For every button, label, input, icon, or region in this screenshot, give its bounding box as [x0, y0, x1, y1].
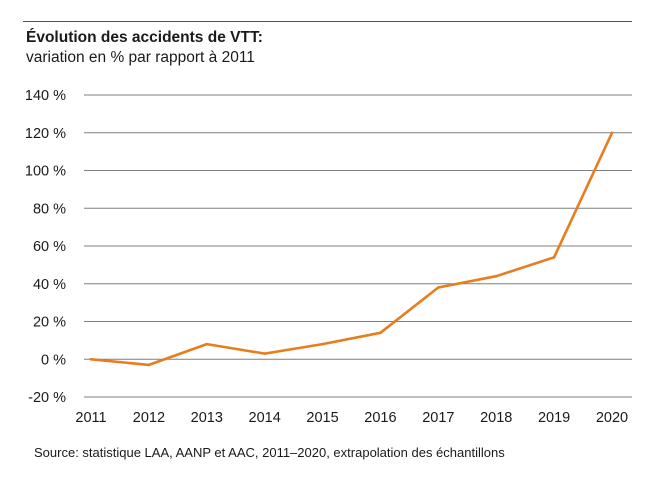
x-axis-ticks: 2011 2012 2013 2014 2015 2016 2017 2018 2019 2020 [75, 410, 628, 426]
chart-subtitle: variation en % par rapport à 2011 [26, 49, 255, 66]
y-tick-label: 80 % [33, 201, 66, 217]
data-point [263, 352, 266, 355]
top-rule [23, 21, 632, 22]
x-tick-label: 2016 [364, 410, 396, 426]
y-tick-label: 20 % [33, 315, 66, 331]
y-tick-label: 100 % [25, 164, 66, 180]
y-tick-label: 140 % [25, 88, 66, 104]
data-point [494, 274, 498, 278]
x-tick-label: 2015 [306, 410, 338, 426]
y-tick-label: 120 % [25, 126, 66, 142]
data-point [379, 331, 382, 335]
data-point [147, 363, 151, 367]
y-tick-label: 0 % [41, 352, 66, 368]
x-tick-label: 2011 [75, 410, 106, 426]
y-tick-label: 40 % [33, 277, 66, 293]
x-tick-label: 2019 [538, 410, 570, 426]
data-point [437, 286, 440, 289]
x-tick-label: 2014 [249, 410, 281, 426]
x-tick-label: 2013 [191, 410, 223, 426]
y-axis-ticks: -20 % 0 % 20 % 40 % 60 % 80 % 100 % 120 % 140 % [25, 88, 66, 406]
chart-title: Évolution des accidents de VTT: [26, 29, 263, 46]
x-tick-label: 2020 [596, 410, 628, 426]
series-line [89, 131, 614, 367]
y-tick-label: -20 % [28, 390, 66, 406]
y-tick-label: 60 % [33, 239, 66, 255]
data-point [89, 357, 93, 361]
gridlines [84, 94, 632, 398]
x-tick-label: 2018 [480, 410, 512, 426]
data-point [552, 256, 556, 259]
source-note: Source: statistique LAA, AANP et AAC, 20… [34, 445, 505, 460]
x-tick-label: 2012 [133, 410, 165, 426]
data-point [205, 342, 209, 346]
data-point [610, 131, 614, 135]
x-tick-label: 2017 [422, 410, 454, 426]
data-point [321, 342, 324, 346]
series-group [89, 131, 614, 367]
